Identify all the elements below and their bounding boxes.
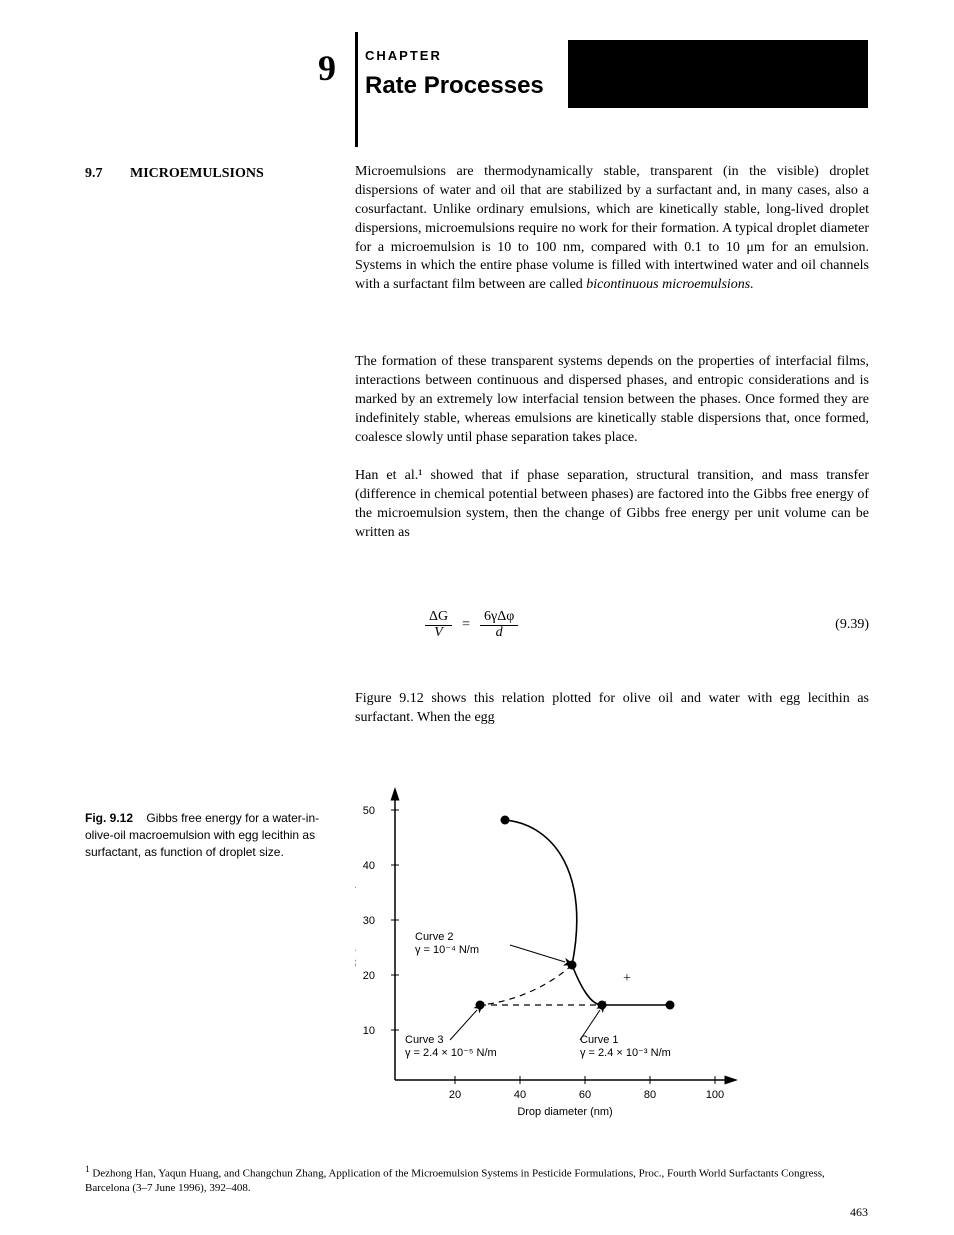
figure-chart: 10 20 30 40 50 20 40 60 80 100 Drop diam… [355,780,785,1120]
annotation-label: Curve 2 [415,931,454,943]
equation: ΔG V = 6γΔφ d (9.39) [355,610,869,640]
x-tick-label: 40 [514,1089,526,1101]
eq-rhs-num: 6γΔφ [480,610,518,626]
eq-lhs-num: ΔG [425,610,452,626]
footnote-marker: 1 [85,1164,90,1174]
y-tick-label: 10 [363,1025,375,1037]
figure-caption: Fig. 9.12 Gibbs free energy for a water-… [85,810,325,860]
header-black-box [568,40,868,108]
footnote-text: Dezhong Han, Yaqun Huang, and Changchun … [85,1167,825,1193]
chapter-number: 9 [318,47,336,89]
p1-text: Microemulsions are thermodynamically sta… [355,164,869,292]
p3-text: Han et al.¹ showed that if phase separat… [355,468,869,540]
y-tick-label: 20 [363,970,375,982]
eq-rhs-den: d [492,626,507,641]
section-number: 9.7 [85,166,103,182]
annotation-label: γ = 2.4 × 10⁻³ N/m [580,1047,671,1059]
data-point [598,1001,607,1010]
body-text: The formation of these transparent syste… [355,353,869,447]
annotation-label: Curve 3 [405,1034,444,1046]
page-number: 463 [850,1205,868,1220]
x-axis-label: Drop diameter (nm) [517,1106,612,1118]
body-text: Figure 9.12 shows this relation plotted … [355,690,869,728]
x-tick-label: 100 [706,1089,724,1101]
x-tick-label: 20 [449,1089,461,1101]
y-tick-label: 50 [363,805,375,817]
equation-number: (9.39) [835,617,869,633]
figure-number: Fig. 9.12 [85,811,133,825]
annotation-arrow [450,1010,477,1040]
x-tick-label: 60 [579,1089,591,1101]
annotation-label: γ = 2.4 × 10⁻⁵ N/m [405,1047,497,1059]
body-text: Microemulsions are thermodynamically sta… [355,163,869,295]
data-point [568,961,577,970]
data-point [476,1001,485,1010]
curve-2-dashed [480,965,572,1005]
chapter-label: CHAPTER [365,48,442,63]
x-tick-label: 80 [644,1089,656,1101]
body-text: Han et al.¹ showed that if phase separat… [355,467,869,543]
annotation-label: γ = 10⁻⁴ N/m [415,944,479,956]
data-point [501,816,510,825]
eq-sign: = [462,617,470,633]
section-title: MICROEMULSIONS [130,166,264,182]
annotation-label: Curve 1 [580,1034,619,1046]
curve-1 [505,820,577,965]
annotation-arrow [510,945,565,962]
ptail-text: Figure 9.12 shows this relation plotted … [355,691,869,725]
eq-lhs-den: V [430,626,447,641]
p2-text: The formation of these transparent syste… [355,354,869,445]
plus-marker: + [623,971,631,986]
p1-emph: bicontinuous microemulsions. [586,277,753,292]
y-tick-label: 30 [363,915,375,927]
footnote: 1 Dezhong Han, Yaqun Huang, and Changchu… [85,1164,869,1195]
y-tick-label: 40 [363,860,375,872]
equation-body: ΔG V = 6γΔφ d [425,610,518,640]
eq-rhs: 6γΔφ d [480,610,518,640]
eq-lhs: ΔG V [425,610,452,640]
curve-1-tail [572,965,670,1005]
data-point [666,1001,675,1010]
y-axis-label: Free energy (Joules × 10⁴) [355,885,356,1016]
chapter-rule [355,32,358,147]
chapter-title: Rate Processes [365,72,544,100]
